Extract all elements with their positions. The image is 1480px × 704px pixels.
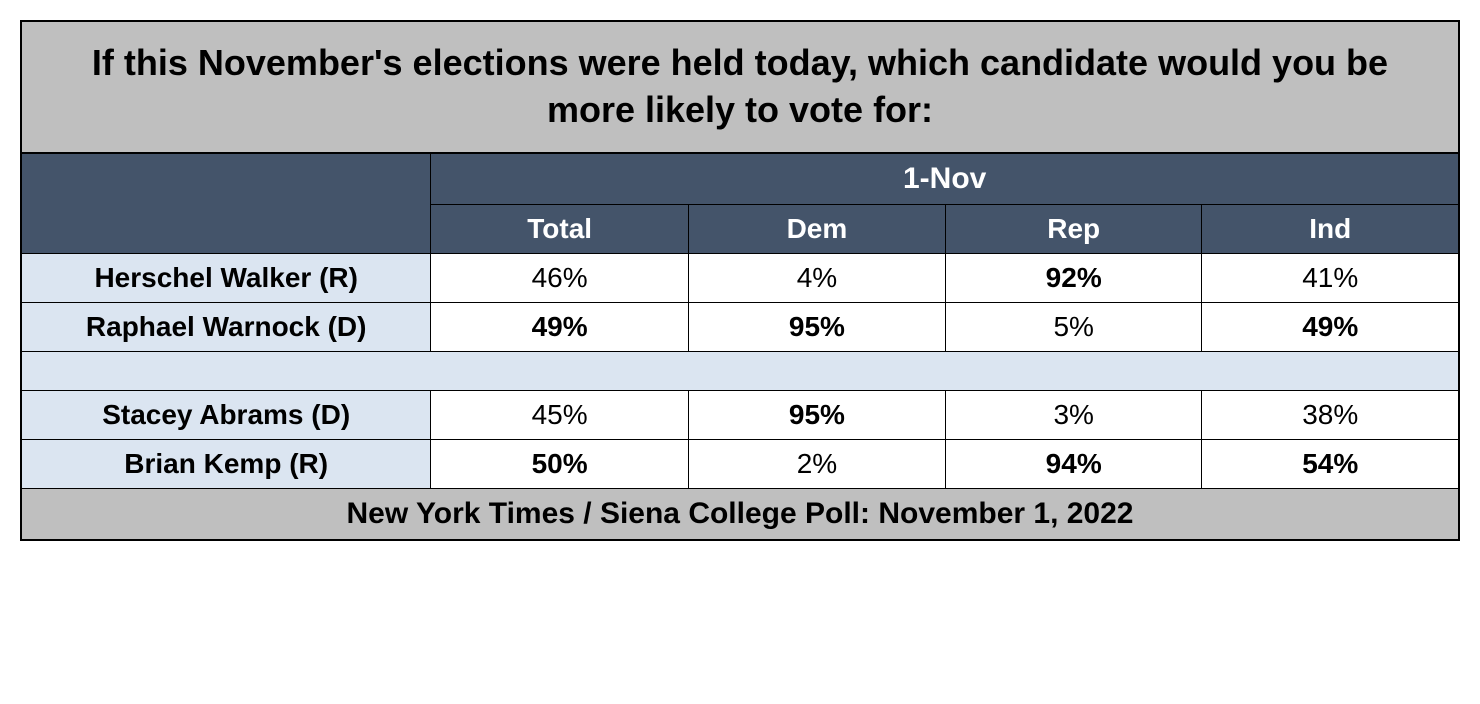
- candidate-row-walker: Herschel Walker (R) 46% 4% 92% 41%: [21, 253, 1459, 302]
- header-blank-cell: [21, 153, 431, 254]
- footer-row: New York Times / Siena College Poll: Nov…: [21, 488, 1459, 540]
- candidate-label: Brian Kemp (R): [21, 439, 431, 488]
- value-ind: 49%: [1202, 302, 1459, 351]
- col-header-rep: Rep: [945, 204, 1202, 253]
- col-header-dem: Dem: [688, 204, 945, 253]
- candidate-row-abrams: Stacey Abrams (D) 45% 95% 3% 38%: [21, 390, 1459, 439]
- poll-question-title: If this November's elections were held t…: [21, 21, 1459, 153]
- spacer-row: [21, 351, 1459, 390]
- value-dem: 95%: [688, 390, 945, 439]
- value-total: 50%: [431, 439, 689, 488]
- poll-results-table: If this November's elections were held t…: [20, 20, 1460, 541]
- value-total: 49%: [431, 302, 689, 351]
- candidate-row-warnock: Raphael Warnock (D) 49% 95% 5% 49%: [21, 302, 1459, 351]
- candidate-row-kemp: Brian Kemp (R) 50% 2% 94% 54%: [21, 439, 1459, 488]
- value-ind: 54%: [1202, 439, 1459, 488]
- value-total: 45%: [431, 390, 689, 439]
- value-dem: 2%: [688, 439, 945, 488]
- candidate-label: Raphael Warnock (D): [21, 302, 431, 351]
- spacer-cell: [21, 351, 1459, 390]
- value-dem: 95%: [688, 302, 945, 351]
- value-ind: 38%: [1202, 390, 1459, 439]
- candidate-label: Herschel Walker (R): [21, 253, 431, 302]
- value-ind: 41%: [1202, 253, 1459, 302]
- title-row: If this November's elections were held t…: [21, 21, 1459, 153]
- value-rep: 5%: [945, 302, 1202, 351]
- candidate-label: Stacey Abrams (D): [21, 390, 431, 439]
- value-rep: 94%: [945, 439, 1202, 488]
- col-header-ind: Ind: [1202, 204, 1459, 253]
- date-header: 1-Nov: [431, 153, 1459, 205]
- col-header-total: Total: [431, 204, 689, 253]
- poll-source-footer: New York Times / Siena College Poll: Nov…: [21, 488, 1459, 540]
- date-header-row: 1-Nov: [21, 153, 1459, 205]
- value-dem: 4%: [688, 253, 945, 302]
- value-total: 46%: [431, 253, 689, 302]
- value-rep: 92%: [945, 253, 1202, 302]
- value-rep: 3%: [945, 390, 1202, 439]
